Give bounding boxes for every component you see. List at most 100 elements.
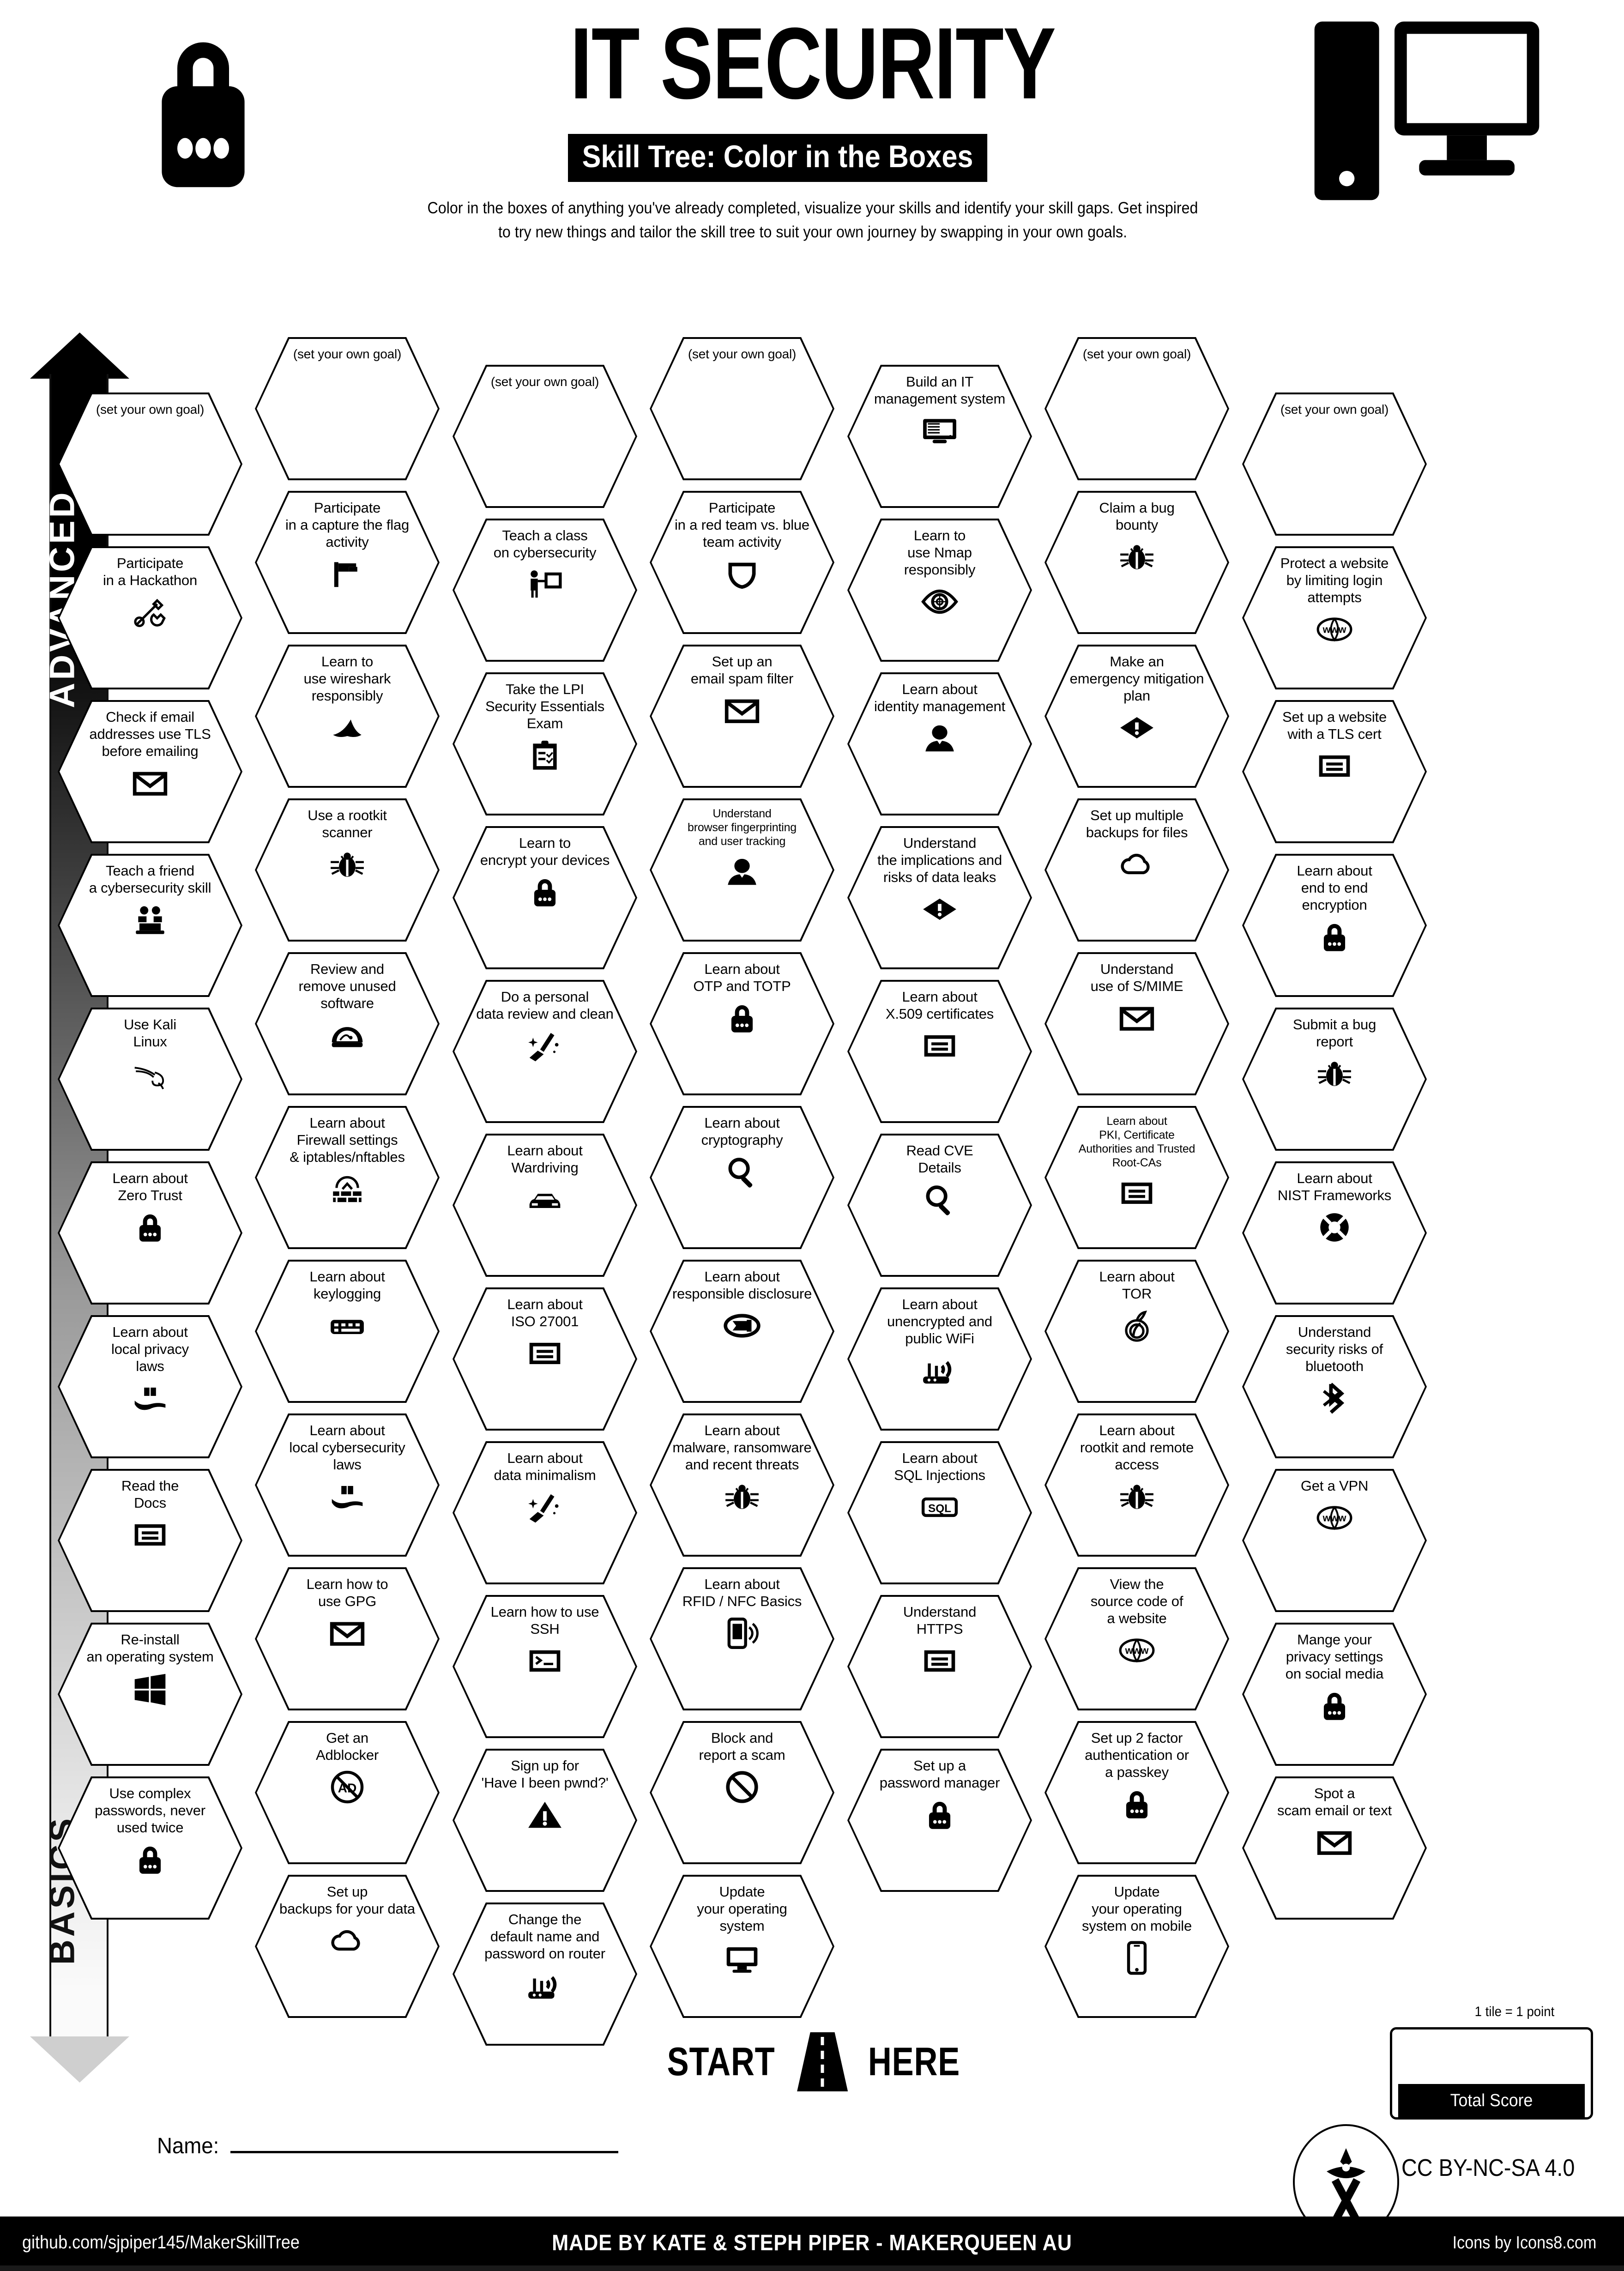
hex-fill[interactable] bbox=[257, 954, 438, 1093]
skill-tile[interactable]: Learn about Firewall settings & iptables/n… bbox=[255, 1106, 440, 1249]
skill-tile[interactable]: Use Kali Linux bbox=[58, 1008, 242, 1151]
skill-tile[interactable]: Learn about OTP and TOTP bbox=[650, 952, 834, 1095]
skill-tile[interactable]: (set your own goal) bbox=[650, 337, 834, 480]
skill-tile[interactable]: Learn about PKI, Certificate Authorities a… bbox=[1044, 1106, 1229, 1249]
skill-tile[interactable]: Learn about SQL Injections SQL bbox=[847, 1441, 1032, 1584]
skill-tile[interactable]: Read CVE Details bbox=[847, 1134, 1032, 1277]
skill-tile[interactable]: Understand use of S/MIME bbox=[1044, 952, 1229, 1095]
score-entry-area[interactable] bbox=[1392, 2029, 1591, 2089]
skill-tile[interactable]: Read the Docs bbox=[58, 1469, 242, 1612]
skill-tile[interactable]: Check if email addresses use TLS before em… bbox=[58, 700, 242, 843]
hex-fill[interactable] bbox=[454, 520, 635, 660]
skill-tile[interactable]: Learn to encrypt your devices bbox=[453, 826, 637, 969]
hex-fill[interactable] bbox=[257, 646, 438, 786]
hex-fill[interactable] bbox=[257, 339, 438, 478]
hex-fill[interactable] bbox=[60, 1625, 241, 1764]
skill-tile[interactable]: Learn to use Nmap responsibly bbox=[847, 519, 1032, 662]
name-input-line[interactable] bbox=[230, 2151, 619, 2153]
hex-fill[interactable] bbox=[652, 646, 833, 786]
hex-fill[interactable] bbox=[1046, 1108, 1227, 1247]
skill-tile[interactable]: Learn about local privacy laws bbox=[58, 1315, 242, 1458]
skill-tile[interactable]: Set up an email spam filter bbox=[650, 645, 834, 788]
hex-fill[interactable] bbox=[257, 1415, 438, 1555]
hex-fill[interactable] bbox=[454, 1904, 635, 2044]
skill-tile[interactable]: Learn about RFID / NFC Basics bbox=[650, 1567, 834, 1710]
skill-tile[interactable]: Learn to use wireshark responsibly bbox=[255, 645, 440, 788]
skill-tile[interactable]: Set up a password manager bbox=[847, 1749, 1032, 1892]
skill-tile[interactable]: Review and remove unused software bbox=[255, 952, 440, 1095]
skill-tile[interactable]: (set your own goal) bbox=[1242, 393, 1427, 536]
skill-tile[interactable]: Change the default name and password on ro… bbox=[453, 1903, 637, 2046]
skill-tile[interactable]: Protect a website by limiting login attemp… bbox=[1242, 546, 1427, 689]
hex-fill[interactable] bbox=[60, 702, 241, 841]
hex-fill[interactable] bbox=[1046, 1262, 1227, 1401]
skill-tile[interactable]: (set your own goal) bbox=[255, 337, 440, 480]
skill-tile[interactable]: Understand browser fingerprinting and user… bbox=[650, 798, 834, 942]
skill-tile[interactable]: Build an IT management system bbox=[847, 365, 1032, 508]
hex-fill[interactable] bbox=[1046, 800, 1227, 940]
hex-fill[interactable] bbox=[454, 1443, 635, 1582]
hex-fill[interactable] bbox=[1046, 954, 1227, 1093]
skill-tile[interactable]: Learn about identity management bbox=[847, 672, 1032, 815]
skill-tile[interactable]: Set up a website with a TLS cert bbox=[1242, 700, 1427, 843]
skill-tile[interactable]: Learn about rootkit and remote access bbox=[1044, 1413, 1229, 1557]
skill-tile[interactable]: Learn about data minimalism bbox=[453, 1441, 637, 1584]
hex-fill[interactable] bbox=[60, 548, 241, 688]
hex-fill[interactable] bbox=[454, 982, 635, 1121]
hex-fill[interactable] bbox=[257, 1723, 438, 1862]
skill-tile[interactable]: Learn about ISO 27001 bbox=[453, 1287, 637, 1431]
hex-fill[interactable] bbox=[257, 1877, 438, 2016]
skill-tile[interactable]: Learn about unencrypted and public WiFi bbox=[847, 1287, 1032, 1431]
hex-fill[interactable] bbox=[652, 493, 833, 632]
hex-fill[interactable] bbox=[60, 394, 241, 534]
skill-tile[interactable]: Update your operating system on mobile bbox=[1044, 1875, 1229, 2018]
skill-tile[interactable]: Mange your privacy settings on social medi… bbox=[1242, 1623, 1427, 1766]
skill-tile[interactable]: (set your own goal) bbox=[453, 365, 637, 508]
skill-tile[interactable]: Learn about TOR bbox=[1044, 1260, 1229, 1403]
hex-fill[interactable] bbox=[60, 1317, 241, 1456]
skill-tile[interactable]: Set up backups for your data bbox=[255, 1875, 440, 2018]
skill-tile[interactable]: Learn about X.509 certificates bbox=[847, 980, 1032, 1123]
skill-tile[interactable]: Learn about local cybersecurity laws bbox=[255, 1413, 440, 1557]
skill-tile[interactable]: Learn about end to end encryption bbox=[1242, 854, 1427, 997]
skill-tile[interactable]: Learn about Zero Trust bbox=[58, 1161, 242, 1305]
skill-tile[interactable]: Learn about keylogging bbox=[255, 1260, 440, 1403]
skill-tile[interactable]: View the source code of a website www bbox=[1044, 1567, 1229, 1710]
skill-tile[interactable]: Participate in a Hackathon bbox=[58, 546, 242, 689]
skill-tile[interactable]: Set up 2 factor authentication or a passke… bbox=[1044, 1721, 1229, 1864]
hex-fill[interactable] bbox=[652, 339, 833, 478]
skill-tile[interactable]: Update your operating system bbox=[650, 1875, 834, 2018]
hex-fill[interactable] bbox=[849, 1289, 1030, 1429]
skill-tile[interactable]: Teach a friend a cybersecurity skill bbox=[58, 854, 242, 997]
hex-fill[interactable] bbox=[849, 1443, 1030, 1582]
skill-tile[interactable]: Get a VPN www bbox=[1242, 1469, 1427, 1612]
skill-tile[interactable]: Teach a class on cybersecurity bbox=[453, 519, 637, 662]
skill-tile[interactable]: Sign up for 'Have I been pwnd?' bbox=[453, 1749, 637, 1892]
skill-tile[interactable]: (set your own goal) bbox=[58, 393, 242, 536]
skill-tile[interactable]: Do a personal data review and clean bbox=[453, 980, 637, 1123]
hex-fill[interactable] bbox=[652, 1877, 833, 2016]
skill-tile[interactable]: Learn how to use SSH bbox=[453, 1595, 637, 1738]
skill-tile[interactable]: Participate in a capture the flag activity bbox=[255, 491, 440, 634]
hex-fill[interactable] bbox=[849, 828, 1030, 967]
total-score-box[interactable]: Total Score bbox=[1390, 2027, 1593, 2120]
hex-fill[interactable] bbox=[652, 1262, 833, 1401]
skill-tile[interactable]: Understand HTTPS bbox=[847, 1595, 1032, 1738]
hex-fill[interactable] bbox=[257, 493, 438, 632]
skill-tile[interactable]: Take the LPI Security Essentials Exam bbox=[453, 672, 637, 815]
hex-fill[interactable] bbox=[652, 1723, 833, 1862]
skill-tile[interactable]: Understand the implications and risks of d… bbox=[847, 826, 1032, 969]
skill-tile[interactable]: Learn about responsible disclosure bbox=[650, 1260, 834, 1403]
skill-tile[interactable]: (set your own goal) bbox=[1044, 337, 1229, 480]
skill-tile[interactable]: Spot a scam email or text bbox=[1242, 1776, 1427, 1920]
skill-tile[interactable]: Understand security risks of bluetooth bbox=[1242, 1315, 1427, 1458]
hex-fill[interactable] bbox=[257, 1569, 438, 1709]
skill-tile[interactable]: Learn about NIST Frameworks bbox=[1242, 1161, 1427, 1305]
hex-fill[interactable] bbox=[1244, 1778, 1425, 1918]
skill-tile[interactable]: Block and report a scam bbox=[650, 1721, 834, 1864]
skill-tile[interactable]: Claim a bug bounty bbox=[1044, 491, 1229, 634]
footer-repo-link[interactable]: github.com/sjpiper145/MakerSkillTree bbox=[22, 2232, 300, 2253]
hex-fill[interactable] bbox=[1244, 394, 1425, 534]
skill-tile[interactable]: Make an emergency mitigation plan bbox=[1044, 645, 1229, 788]
hex-fill[interactable] bbox=[1046, 339, 1227, 478]
